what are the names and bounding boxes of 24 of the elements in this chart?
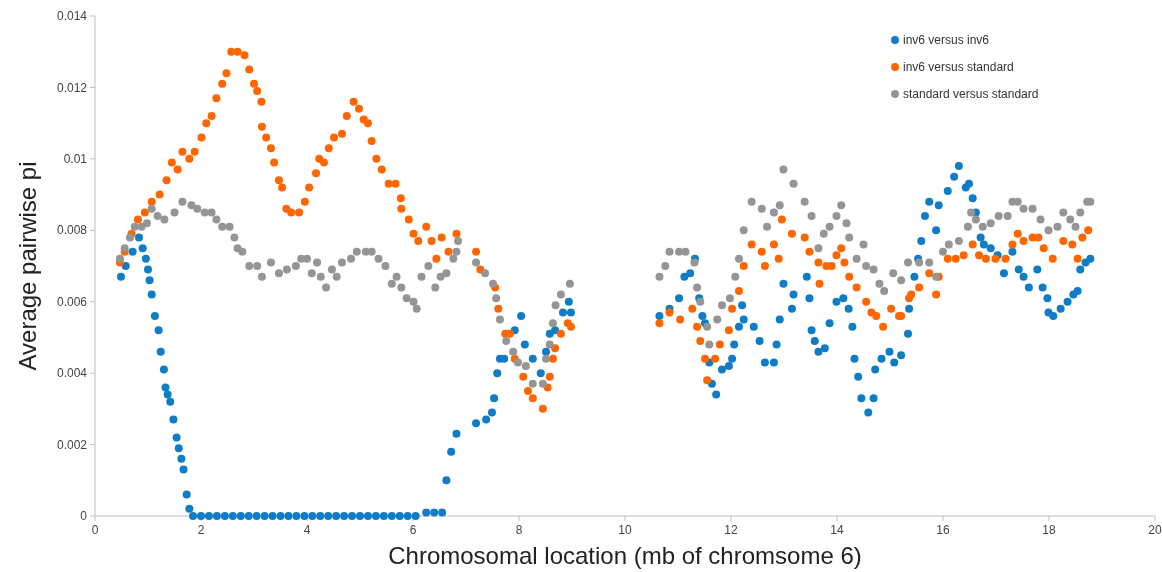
y-tick-label: 0.014	[56, 9, 88, 24]
x-tick-label: 20	[1148, 523, 1162, 537]
y-tick-label: 0.012	[56, 80, 88, 95]
x-tick-label: 2	[197, 523, 205, 537]
y-tick-label: 0.006	[56, 294, 88, 309]
x-tick-label: 16	[936, 523, 950, 537]
legend-label: inv6 versus inv6	[903, 33, 990, 48]
legend-label: standard versus standard	[903, 87, 1039, 102]
x-tick-label: 0	[91, 523, 99, 537]
x-tick-label: 8	[515, 523, 523, 537]
y-tick-label: 0	[80, 509, 88, 524]
x-axis-title: Chromosomal location (mb of chromsome 6)	[388, 542, 862, 569]
x-tick-label: 4	[303, 523, 311, 537]
y-tick-label: 0.008	[56, 223, 88, 238]
x-tick-label: 18	[1042, 523, 1056, 537]
y-axis-title: Average pairwise pi	[14, 161, 41, 371]
y-tick-label: 0.004	[56, 366, 88, 381]
x-tick-label: 14	[830, 523, 844, 537]
x-tick-label: 6	[409, 523, 417, 537]
y-tick-label: 0.01	[63, 152, 88, 167]
y-tick-label: 0.002	[56, 437, 88, 452]
x-tick-label: 12	[724, 523, 738, 537]
x-tick-label: 10	[618, 523, 632, 537]
legend-label: inv6 versus standard	[903, 60, 1014, 75]
